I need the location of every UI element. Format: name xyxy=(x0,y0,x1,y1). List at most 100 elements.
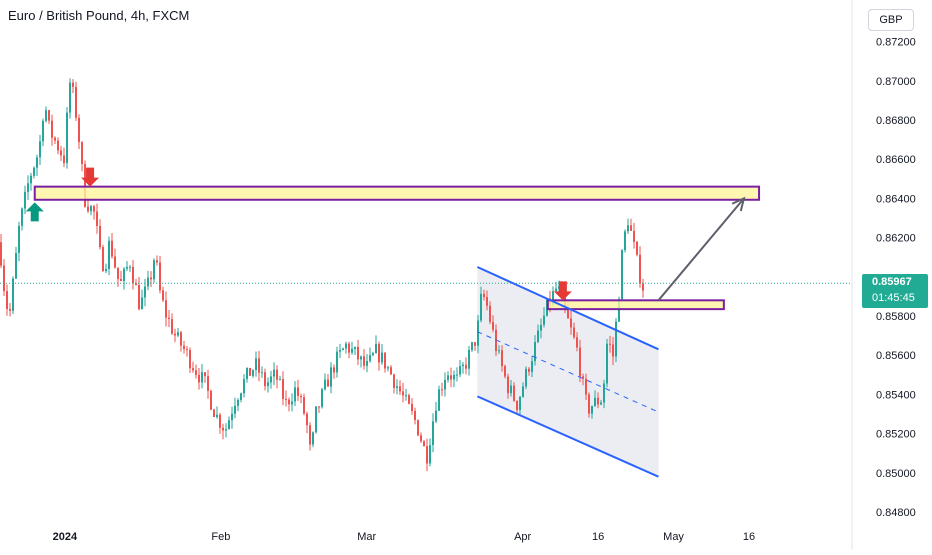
candle-body xyxy=(477,320,479,346)
candle-body xyxy=(642,283,644,291)
candle-body xyxy=(504,366,506,377)
candle-body xyxy=(72,82,74,87)
candle-body xyxy=(594,397,596,407)
current-price: 0.85967 xyxy=(872,276,912,288)
candle-body xyxy=(33,167,35,176)
candle-body xyxy=(243,379,245,394)
candle-body xyxy=(375,343,377,354)
candle-body xyxy=(306,413,308,426)
candle-body xyxy=(492,321,494,330)
candle-body xyxy=(507,376,509,394)
candle-body xyxy=(399,386,401,392)
candle-body xyxy=(348,343,350,353)
y-tick-label: 0.84800 xyxy=(876,507,916,519)
candle-body xyxy=(174,333,176,336)
candle-body xyxy=(630,225,632,231)
candle-body xyxy=(312,432,314,445)
candle-body xyxy=(537,330,539,343)
candle-body xyxy=(276,369,278,380)
candle-body xyxy=(531,361,533,372)
candle-body xyxy=(225,429,227,431)
candle-body xyxy=(408,395,410,404)
candle-body xyxy=(153,260,155,280)
support-zone xyxy=(546,299,725,311)
candle-body xyxy=(576,337,578,348)
candle-body xyxy=(186,349,188,351)
candle-body xyxy=(162,290,164,301)
candle-body xyxy=(246,367,248,380)
candle-body xyxy=(315,406,317,433)
candle-body xyxy=(189,350,191,369)
candle-body xyxy=(258,358,260,373)
candle-body xyxy=(420,435,422,442)
x-tick-label: 16 xyxy=(592,531,604,543)
candle-body xyxy=(219,414,221,428)
candle-body xyxy=(48,110,50,121)
candle-body xyxy=(216,414,218,418)
x-tick-label: Mar xyxy=(357,531,376,543)
candle-body xyxy=(402,391,404,396)
candle-body xyxy=(396,386,398,388)
candle-body xyxy=(102,247,104,272)
candle-body xyxy=(144,286,146,298)
candle-body xyxy=(108,240,110,270)
candle-body xyxy=(465,364,467,369)
candle-body xyxy=(81,142,83,165)
candle-body xyxy=(498,350,500,352)
candle-body xyxy=(588,394,590,414)
candle-body xyxy=(9,309,11,311)
projection-arrow-line xyxy=(657,197,745,301)
candle-body xyxy=(345,343,347,349)
candle-body xyxy=(456,374,458,376)
candle-body xyxy=(405,395,407,397)
candle-body xyxy=(351,348,353,353)
candle-body xyxy=(210,390,212,410)
candle-body xyxy=(582,376,584,379)
candle-body xyxy=(60,150,62,156)
candle-body xyxy=(390,367,392,375)
candle-body xyxy=(36,157,38,168)
candle-body xyxy=(99,226,101,248)
candle-body xyxy=(6,291,8,310)
candle-body xyxy=(381,352,383,363)
candle-body xyxy=(474,342,476,346)
y-tick-label: 0.85600 xyxy=(876,350,916,362)
channel-fill-layer xyxy=(477,267,659,477)
candle-body xyxy=(357,346,359,360)
candle-body xyxy=(204,372,206,377)
candle-body xyxy=(156,260,158,263)
candle-body xyxy=(441,389,443,391)
candle-body xyxy=(180,332,182,346)
candle-body xyxy=(624,231,626,251)
candle-body xyxy=(138,285,140,310)
candle-body xyxy=(360,356,362,360)
candle-body xyxy=(591,406,593,414)
candle-body xyxy=(120,278,122,282)
candle-body xyxy=(372,353,374,356)
signal-arrow-down-icon xyxy=(81,167,100,187)
candle-body xyxy=(69,82,71,113)
candle-body xyxy=(21,208,23,226)
x-axis: 2024 Feb Mar Apr 16 May 16 xyxy=(53,531,755,543)
candle-body xyxy=(552,291,554,305)
signal-arrow-up-icon xyxy=(25,202,44,222)
candle-body xyxy=(27,183,29,192)
candle-body xyxy=(636,241,638,255)
channel-upper-line xyxy=(476,266,659,351)
currency-chip[interactable]: GBP xyxy=(868,9,914,31)
candle-body xyxy=(207,376,209,391)
chart-title: Euro / British Pound, 4h, FXCM xyxy=(8,8,190,23)
projection-arrow-head xyxy=(731,196,746,212)
candle-body xyxy=(261,372,263,374)
channel-fill xyxy=(477,267,659,477)
candle-body xyxy=(516,400,518,411)
candle-body xyxy=(573,327,575,338)
candle-body xyxy=(150,277,152,280)
x-tick-label: Apr xyxy=(514,531,531,543)
candle-body xyxy=(432,421,434,446)
candle-body xyxy=(612,344,614,357)
candle-body xyxy=(615,321,617,357)
candle-body xyxy=(567,307,569,319)
candle-body xyxy=(54,137,56,141)
